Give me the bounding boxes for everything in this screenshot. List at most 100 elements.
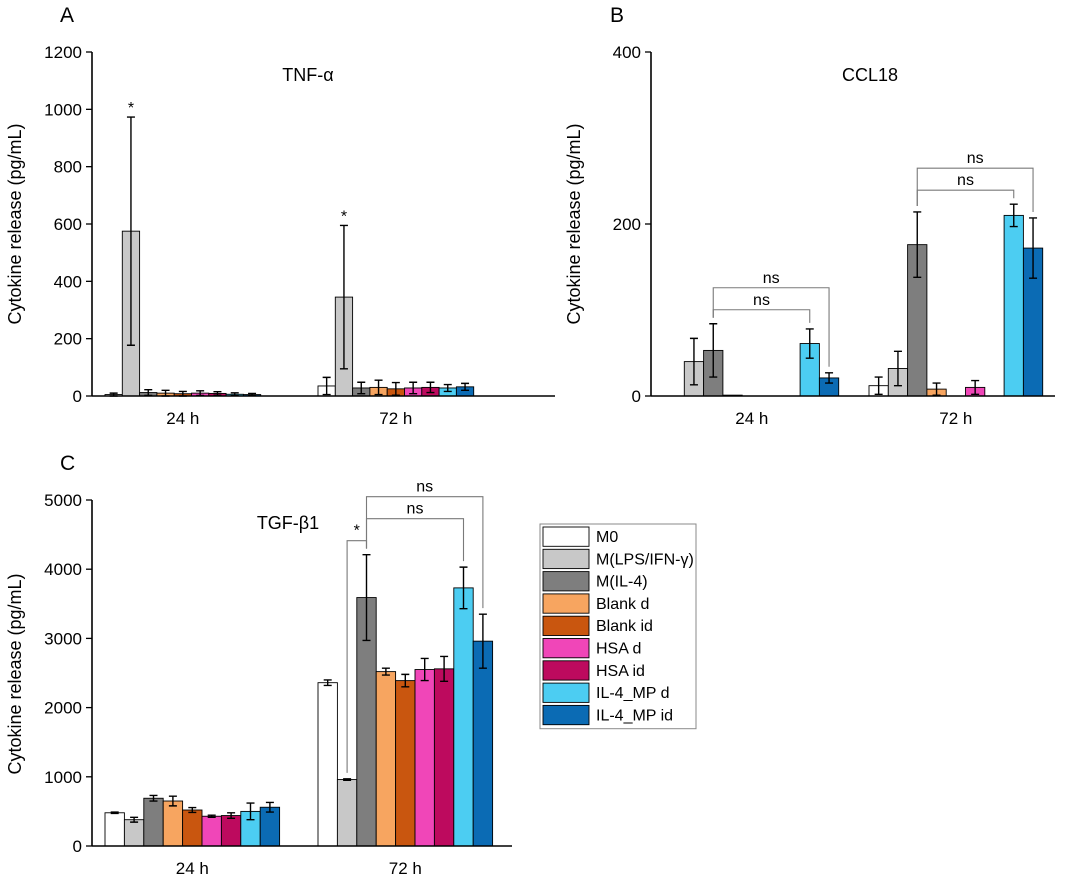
bar-m-lps-ifn-72-h	[336, 779, 358, 847]
error-bar-blank-d-72-h	[381, 667, 390, 676]
bar-hsa-d-72-h	[414, 669, 435, 847]
bar-il-4-mp-id-24-h	[259, 806, 281, 847]
error-bar-m-il-4-72-h	[913, 211, 922, 279]
error-bar-hsa-d-72-h	[409, 381, 418, 395]
chart-title-tgf: TGF-β1	[257, 513, 319, 533]
y-tick-label: 3000	[44, 629, 82, 648]
bar-m-il-4-24-h	[143, 797, 164, 847]
y-tick-label: 4000	[44, 560, 82, 579]
bar-hsa-d-24-h	[201, 815, 222, 847]
significance-bracket	[712, 287, 830, 367]
x-tick-label: 72 h	[389, 859, 422, 876]
x-tick-label: 72 h	[379, 409, 412, 428]
y-axis-label-c: Cytokine release (pg/mL)	[5, 573, 25, 774]
bar-hsa-id-72-h	[433, 668, 455, 847]
legend-swatch-hsa-d	[542, 638, 590, 659]
error-bar-blank-id-72-h	[391, 381, 400, 396]
bar-il-4-mp-id-72-h	[472, 640, 494, 847]
significance-bracket	[365, 496, 484, 609]
legend-label-blank-d: Blank d	[596, 596, 649, 613]
legend-swatch-m-il-4	[542, 571, 590, 592]
significance-bracket	[365, 518, 465, 562]
y-tick-label: 400	[613, 43, 641, 62]
error-bar-il-4-mp-d-72-h	[443, 383, 452, 393]
error-bar-hsa-d-72-h	[420, 657, 429, 682]
error-bar-m-il-4-24-h	[709, 323, 718, 378]
error-bar-m-il-4-72-h	[357, 381, 366, 395]
y-tick-label: 0	[73, 837, 82, 856]
y-tick-label: 1000	[44, 768, 82, 787]
legend-swatch-il-4-mp-d	[542, 682, 590, 703]
y-tick-label: 5000	[44, 491, 82, 510]
chart-title-ccl18: CCL18	[842, 65, 898, 85]
error-bar-m0-24-h	[110, 811, 119, 815]
error-bar-il-4-mp-id-24-h	[825, 372, 834, 384]
panel-letter-c: C	[60, 452, 75, 475]
error-bar-hsa-id-72-h	[426, 381, 435, 394]
error-bar-il-4-mp-id-72-h	[478, 613, 487, 669]
y-axis-label-a: Cytokine release (pg/mL)	[5, 123, 25, 324]
significance-label: ns	[967, 150, 984, 167]
error-bar-blank-id-72-h	[401, 673, 410, 688]
legend-swatch-hsa-id	[542, 660, 590, 681]
significance-label: ns	[416, 479, 433, 496]
error-bar-m-lps-ifn-72-h	[343, 778, 352, 781]
error-bar-il-4-mp-id-72-h	[1029, 217, 1038, 279]
chart-title-tnf: TNF-α	[282, 65, 333, 85]
legend-swatch-blank-id	[542, 615, 590, 636]
error-bar-hsa-d-72-h	[971, 379, 980, 395]
error-bar-m0-72-h	[322, 376, 331, 396]
significance-label: ns	[407, 501, 424, 518]
error-bar-il-4-mp-d-72-h	[1009, 203, 1018, 228]
significance-star: *	[128, 100, 134, 117]
x-tick-label: 24 h	[166, 409, 199, 428]
bar-m0-24-h	[104, 812, 125, 847]
error-bar-hsa-d-24-h	[207, 814, 216, 818]
legend: M0 M(LPS/IFN-γ) M(IL-4) Blank d Blank id HSA …	[539, 523, 697, 730]
panel-b: B CCL18 Cytokine release (pg/mL) 0 200 400…	[564, 4, 1055, 428]
legend-swatch-m0	[542, 526, 590, 547]
y-tick-label: 2000	[44, 699, 82, 718]
bar-hsa-id-24-h	[220, 815, 242, 847]
legend-label-m-lps-ifn: M(LPS/IFN-γ)	[596, 551, 694, 568]
y-tick-label: 400	[54, 272, 82, 291]
bar-blank-d-72-h	[375, 671, 397, 847]
legend-label-il-4-mp-id: IL-4_MP id	[596, 707, 673, 724]
bar-blank-id-72-h	[395, 680, 416, 847]
error-bar-il-4-mp-id-72-h	[461, 382, 470, 391]
error-bar-blank-d-24-h	[168, 795, 177, 807]
significance-label: ns	[753, 292, 770, 309]
y-tick-label: 0	[632, 387, 641, 406]
significance-label: ns	[957, 172, 974, 189]
y-tick-label: 200	[613, 215, 641, 234]
error-bar-m-il-4-72-h	[362, 553, 371, 642]
panel-letter-b: B	[610, 4, 624, 27]
y-tick-label: 1000	[44, 100, 82, 119]
legend-label-m0: M0	[596, 529, 618, 546]
error-bar-hsa-id-72-h	[440, 655, 449, 683]
bar-il-4-mp-d-72-h	[453, 587, 474, 847]
error-bar-hsa-id-24-h	[227, 812, 236, 820]
plot-area-b: 0 200 400 24 h 72 h ns ns ns ns	[613, 43, 1055, 428]
y-tick-label: 800	[54, 158, 82, 177]
panel-c: C TGF-β1 Cytokine release (pg/mL) 0 1000 2…	[5, 452, 512, 876]
legend-label-m-il-4: M(IL-4)	[596, 574, 648, 591]
bar-blank-id-24-h	[182, 809, 203, 847]
y-tick-label: 1200	[44, 43, 82, 62]
significance-bracket	[712, 309, 811, 323]
significance-label: *	[354, 523, 360, 540]
error-bar-hsa-id-24-h	[213, 391, 222, 396]
error-bar-m-lps-ifn-24-h	[130, 816, 139, 823]
bar-m-lps-ifn-24-h	[123, 819, 145, 847]
error-bar-m-lps-ifn-24-h	[689, 337, 698, 386]
x-tick-label: 24 h	[735, 409, 768, 428]
error-bar-m-lps-ifn-24-h	[126, 116, 135, 346]
plot-area-c: 0 1000 2000 3000 4000 5000 24 h 72 h * ns ns	[44, 479, 512, 876]
bar-il-4-mp-d-72-h	[1003, 214, 1024, 397]
y-tick-label: 0	[73, 387, 82, 406]
panel-letter-a: A	[60, 4, 74, 27]
error-bar-blank-d-72-h	[374, 379, 383, 396]
error-bar-m-il-4-24-h	[149, 794, 158, 802]
x-tick-label: 72 h	[939, 409, 972, 428]
